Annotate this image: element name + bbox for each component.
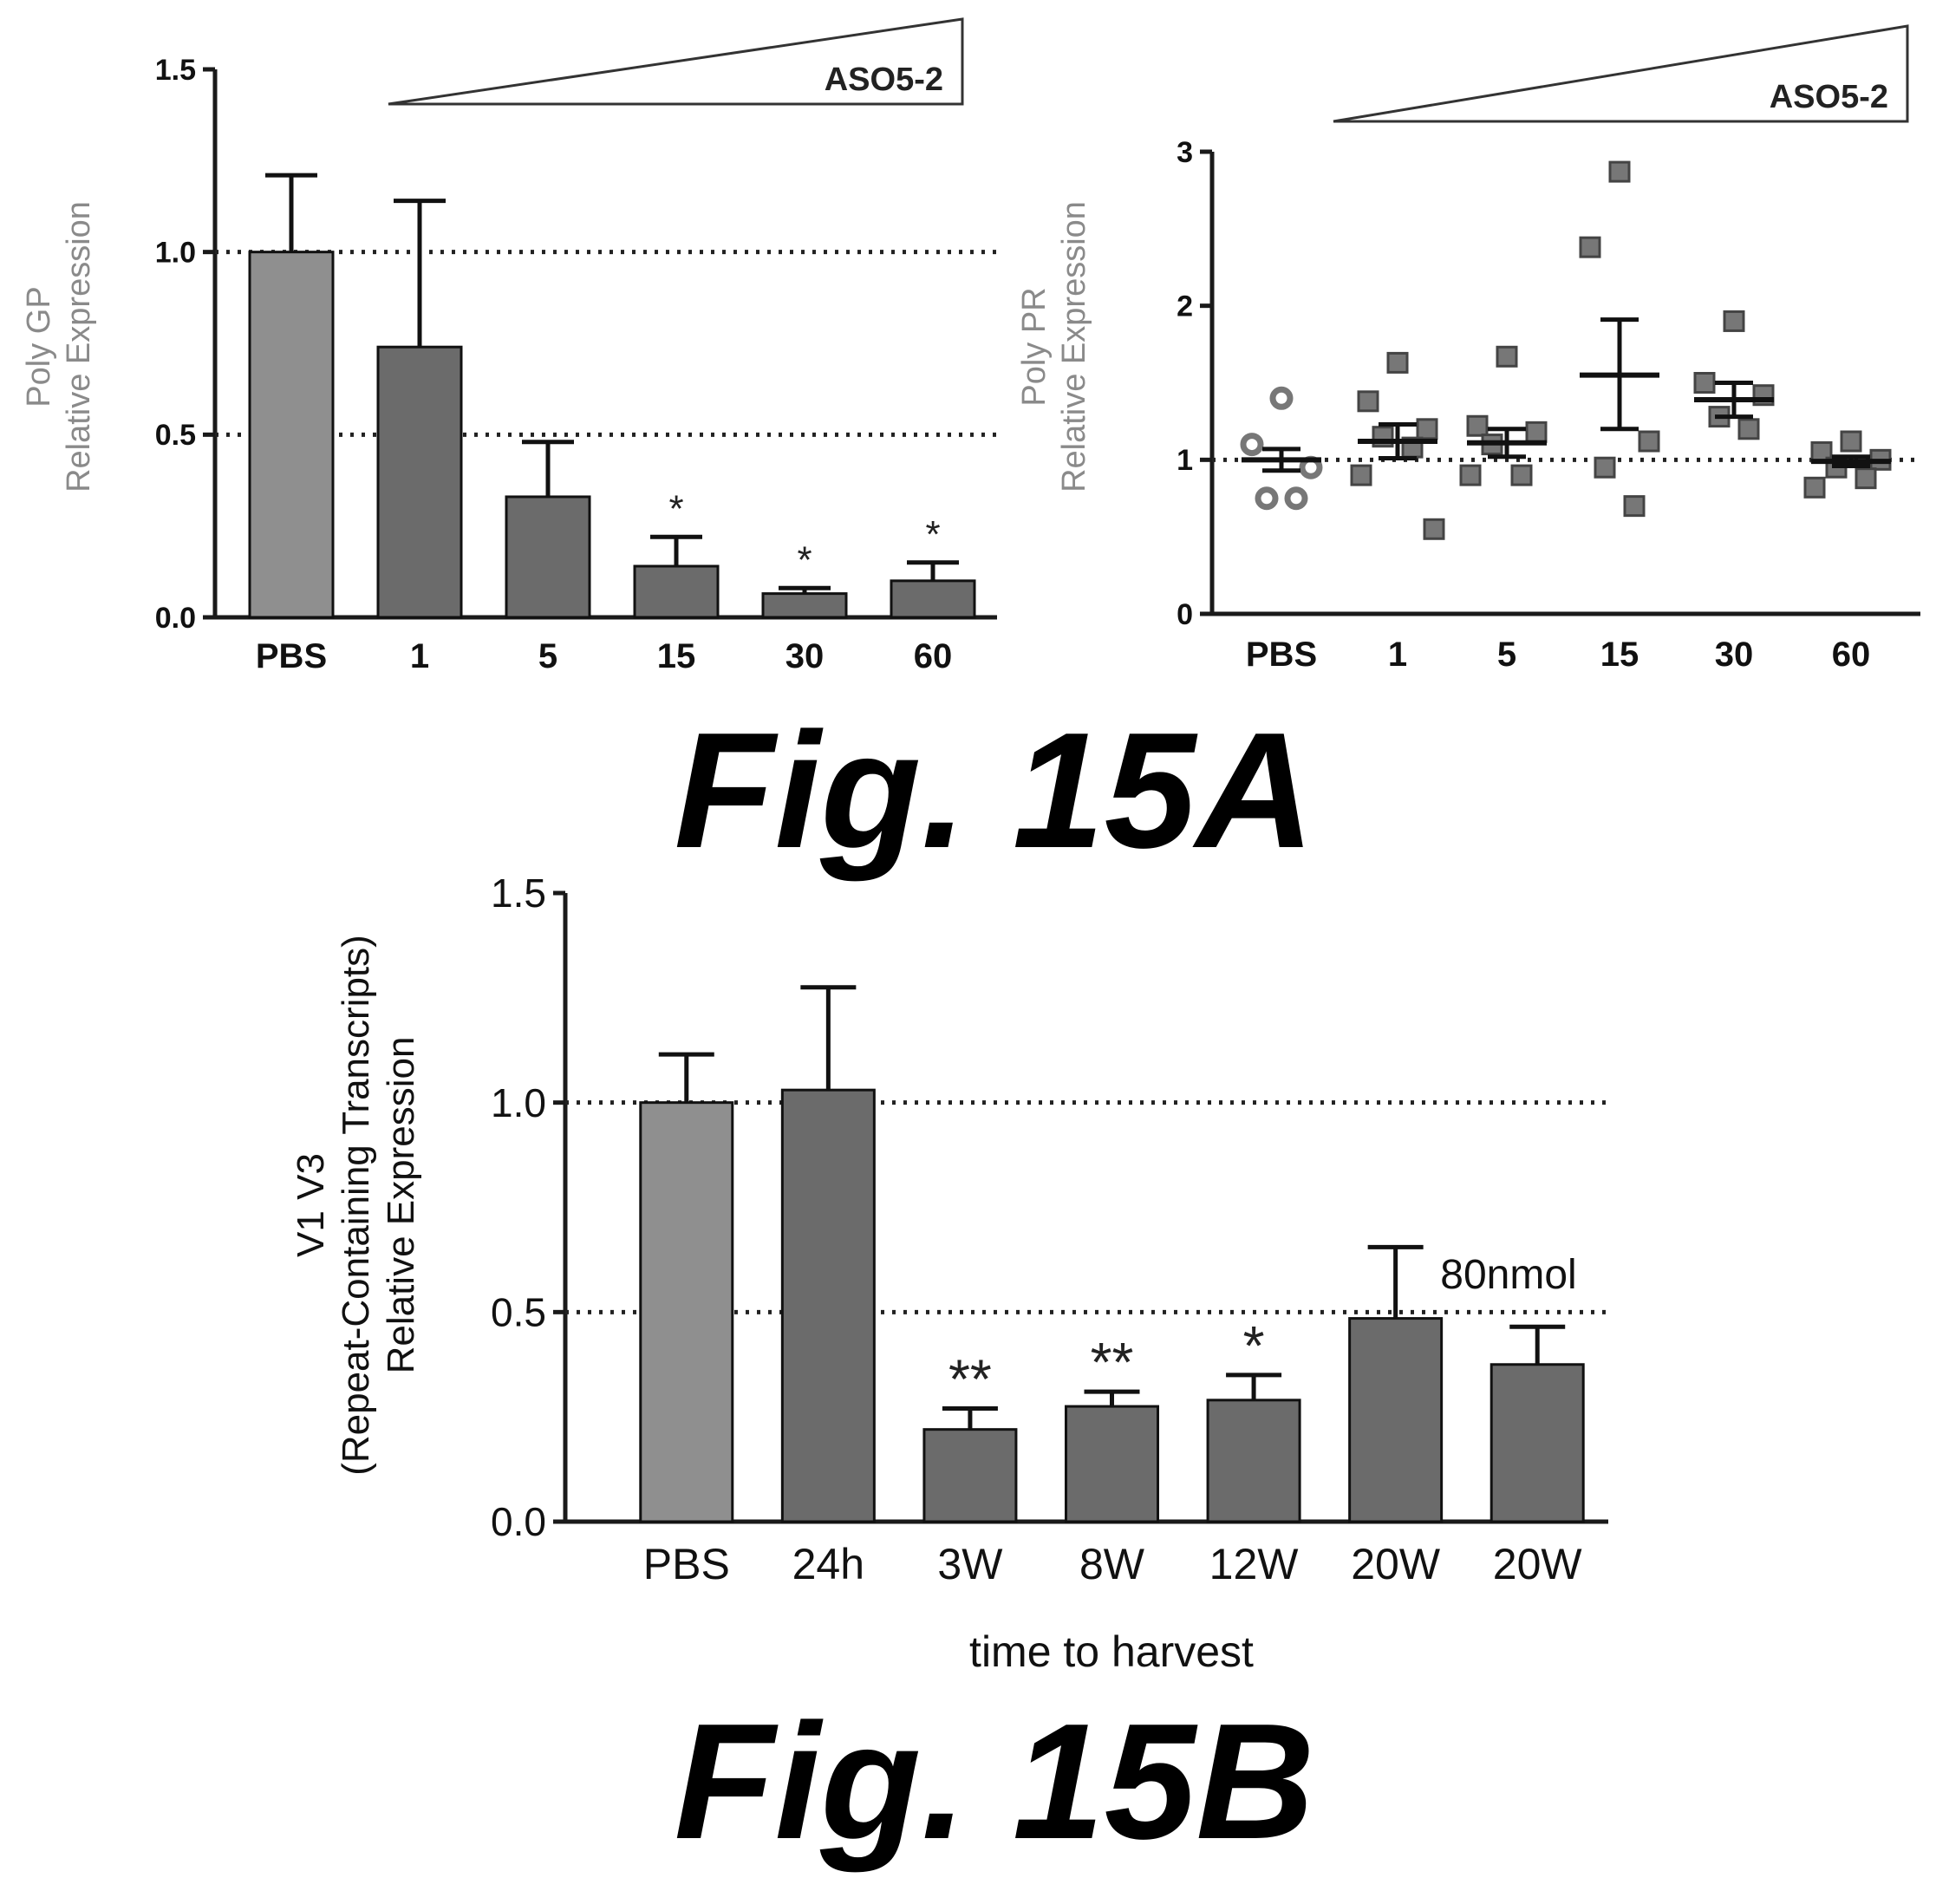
poly-gp-significance-marker: * bbox=[925, 513, 940, 556]
poly-gp-bar bbox=[761, 592, 848, 619]
poly-pr-data-point bbox=[1525, 421, 1548, 443]
poly-pr-data-point bbox=[1255, 486, 1279, 511]
v1v3-bar bbox=[639, 1101, 734, 1523]
poly-pr-y-tick-label: 2 bbox=[1177, 290, 1193, 323]
poly-pr-data-point bbox=[1693, 372, 1716, 394]
v1v3-bar bbox=[922, 1428, 1018, 1523]
poly-gp-dose-wedge bbox=[388, 17, 964, 106]
poly-pr-x-tick-label: 30 bbox=[1715, 636, 1754, 674]
poly-pr-data-point bbox=[1496, 345, 1518, 368]
poly-gp-x-tick-label: 15 bbox=[657, 637, 696, 675]
v1v3-y-axis-label: V1 V3 bbox=[290, 1153, 332, 1257]
v1v3-significance-marker: * bbox=[1243, 1314, 1265, 1377]
v1v3-y-tick-label: 0.0 bbox=[491, 1499, 546, 1544]
poly-gp-significance-marker: * bbox=[797, 538, 812, 581]
poly-gp-y-tick-label: 1.5 bbox=[155, 54, 196, 87]
poly-pr-dose-wedge bbox=[1333, 24, 1909, 123]
v1v3-x-tick-label: 3W bbox=[937, 1540, 1003, 1588]
poly-gp-y-tick-label: 0.5 bbox=[155, 419, 196, 452]
v1v3-significance-marker: ** bbox=[1091, 1331, 1134, 1393]
poly-pr-data-point bbox=[1623, 495, 1646, 518]
poly-pr-x-tick-label: 60 bbox=[1832, 636, 1871, 674]
v1v3-bar bbox=[1348, 1317, 1444, 1523]
poly-pr-data-point bbox=[1579, 236, 1601, 258]
poly-gp-bar bbox=[890, 579, 976, 619]
poly-pr-data-point bbox=[1855, 467, 1877, 490]
poly-pr-data-point bbox=[1416, 418, 1438, 440]
poly-pr-data-point bbox=[1240, 433, 1264, 457]
figure-15b-label: Fig. 15B bbox=[674, 1690, 1314, 1874]
poly-pr-y-tick-label: 3 bbox=[1177, 136, 1193, 169]
poly-pr-data-point bbox=[1840, 430, 1862, 453]
poly-pr-data-point bbox=[1350, 464, 1372, 486]
v1v3-significance-marker: ** bbox=[948, 1348, 992, 1411]
poly-gp-treatment-label: ASO5-2 bbox=[825, 62, 943, 98]
poly-pr-data-point bbox=[1423, 518, 1445, 540]
poly-gp-bar bbox=[376, 345, 463, 619]
poly-pr-treatment-label: ASO5-2 bbox=[1770, 79, 1888, 115]
poly-pr-data-point bbox=[1594, 456, 1616, 479]
v1v3-y-tick-label: 1.0 bbox=[491, 1080, 546, 1125]
poly-gp-y-tick-label: 0.0 bbox=[155, 602, 196, 635]
poly-pr-y-tick-label: 1 bbox=[1177, 444, 1193, 477]
poly-pr-data-point bbox=[1386, 351, 1409, 374]
v1v3-x-axis-label: time to harvest bbox=[969, 1627, 1254, 1676]
poly-pr-x-tick-label: 15 bbox=[1600, 636, 1639, 674]
figure-15a-label: Fig. 15A bbox=[674, 699, 1314, 883]
v1v3-annotation: 80nmol bbox=[1440, 1252, 1576, 1298]
poly-gp-y-tick-label: 1.0 bbox=[155, 237, 196, 270]
poly-pr-y-tick-label: 0 bbox=[1177, 598, 1193, 631]
v1v3-x-tick-label: 24h bbox=[792, 1540, 864, 1588]
poly-gp-y-axis-label: Poly GP bbox=[21, 286, 57, 407]
poly-pr-y-axis-label: Relative Expression bbox=[1056, 201, 1092, 492]
poly-pr-x-tick-label: 5 bbox=[1497, 636, 1516, 674]
poly-pr-data-point bbox=[1357, 390, 1379, 413]
poly-pr-data-point bbox=[1608, 160, 1631, 183]
v1v3-y-tick-label: 0.5 bbox=[491, 1289, 546, 1334]
v1v3-x-tick-label: 20W bbox=[1493, 1540, 1583, 1588]
v1v3-y-tick-label: 1.5 bbox=[491, 870, 546, 916]
poly-pr-data-point bbox=[1269, 386, 1294, 410]
poly-gp-y-axis-label: Relative Expression bbox=[61, 201, 97, 492]
poly-pr-data-point bbox=[1803, 476, 1826, 499]
v1v3-bar bbox=[1489, 1363, 1585, 1523]
poly-pr-data-point bbox=[1510, 464, 1533, 486]
poly-pr-data-point bbox=[1466, 414, 1489, 437]
poly-gp-x-tick-label: 5 bbox=[538, 637, 557, 675]
poly-pr-data-point bbox=[1723, 310, 1745, 332]
v1v3-bar bbox=[1206, 1399, 1301, 1523]
v1v3-x-tick-label: 8W bbox=[1079, 1540, 1145, 1588]
poly-gp-bar bbox=[633, 564, 720, 619]
poly-pr-data-point bbox=[1737, 418, 1760, 440]
poly-pr-data-point bbox=[1284, 486, 1308, 511]
poly-pr-data-point bbox=[1638, 430, 1660, 453]
v1v3-y-axis-label: Relative Expression bbox=[380, 1037, 422, 1374]
poly-gp-x-tick-label: 30 bbox=[785, 637, 825, 675]
v1v3-x-tick-label: 12W bbox=[1209, 1540, 1300, 1588]
v1v3-bar-chart: 0.0 0.5 1.0 1.5 PBS 24h ** 3W ** 8W * 12W 20W 20W V1 V… bbox=[290, 870, 1608, 1676]
poly-pr-x-tick-label: 1 bbox=[1388, 636, 1407, 674]
poly-gp-bar bbox=[248, 251, 335, 619]
v1v3-x-tick-label: PBS bbox=[643, 1540, 730, 1588]
v1v3-y-axis-label: (Repeat-Containing Transcripts) bbox=[335, 935, 377, 1476]
poly-gp-x-tick-label: 60 bbox=[914, 637, 953, 675]
poly-gp-x-tick-label: PBS bbox=[256, 637, 327, 675]
poly-pr-data-point bbox=[1459, 464, 1482, 486]
v1v3-bar bbox=[780, 1088, 876, 1523]
poly-gp-significance-marker: * bbox=[668, 487, 683, 530]
poly-pr-y-axis-label: Poly PR bbox=[1016, 287, 1053, 406]
poly-pr-x-tick-label: PBS bbox=[1246, 636, 1317, 674]
poly-gp-x-tick-label: 1 bbox=[410, 637, 429, 675]
v1v3-bar bbox=[1065, 1405, 1159, 1523]
v1v3-x-tick-label: 20W bbox=[1351, 1540, 1441, 1588]
poly-gp-bar bbox=[505, 495, 591, 619]
